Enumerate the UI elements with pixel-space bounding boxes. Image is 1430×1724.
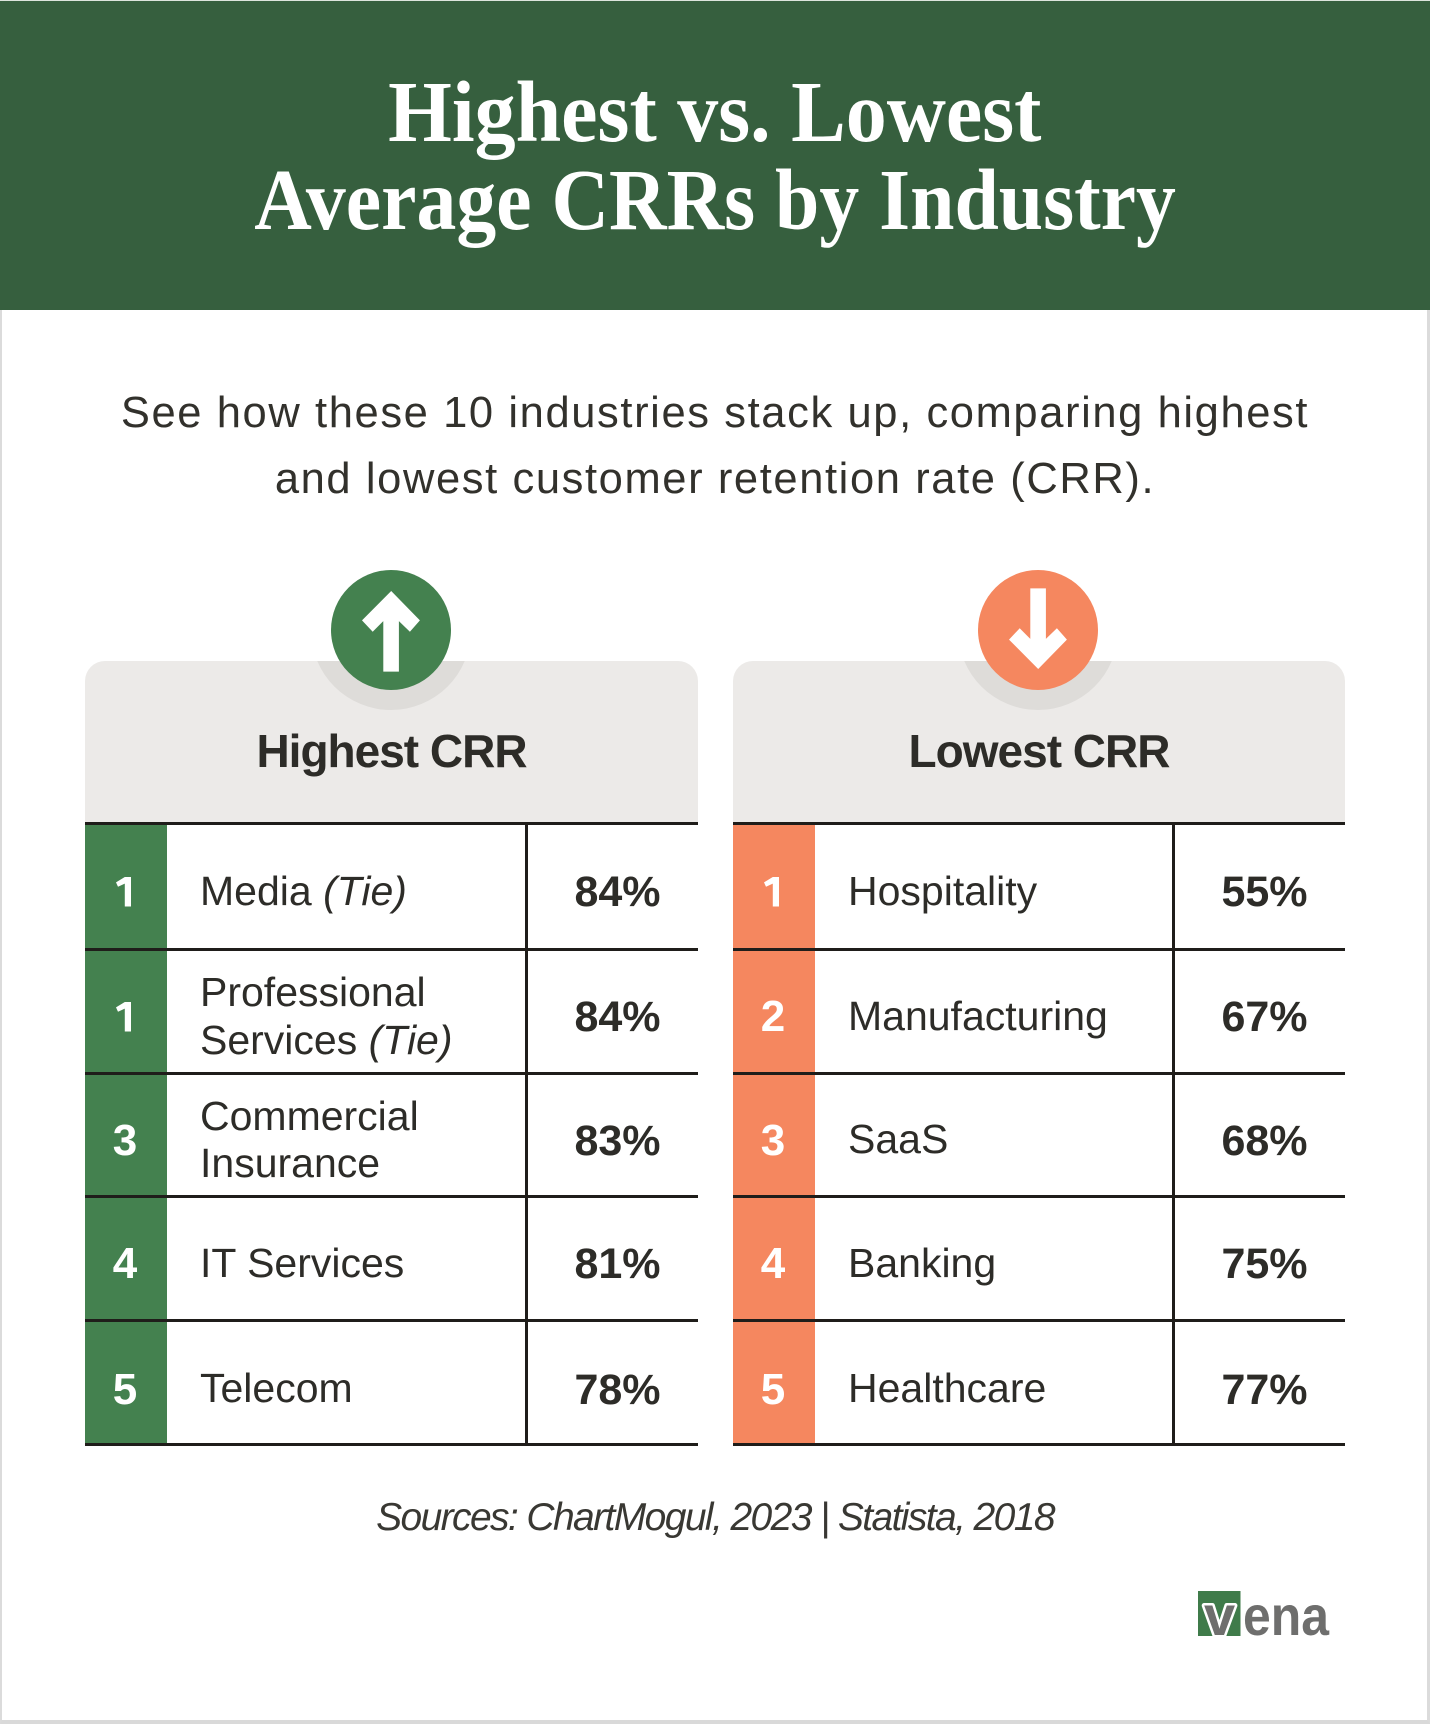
svg-text:v: v <box>1204 1591 1235 1637</box>
svg-text:ena: ena <box>1243 1591 1330 1637</box>
